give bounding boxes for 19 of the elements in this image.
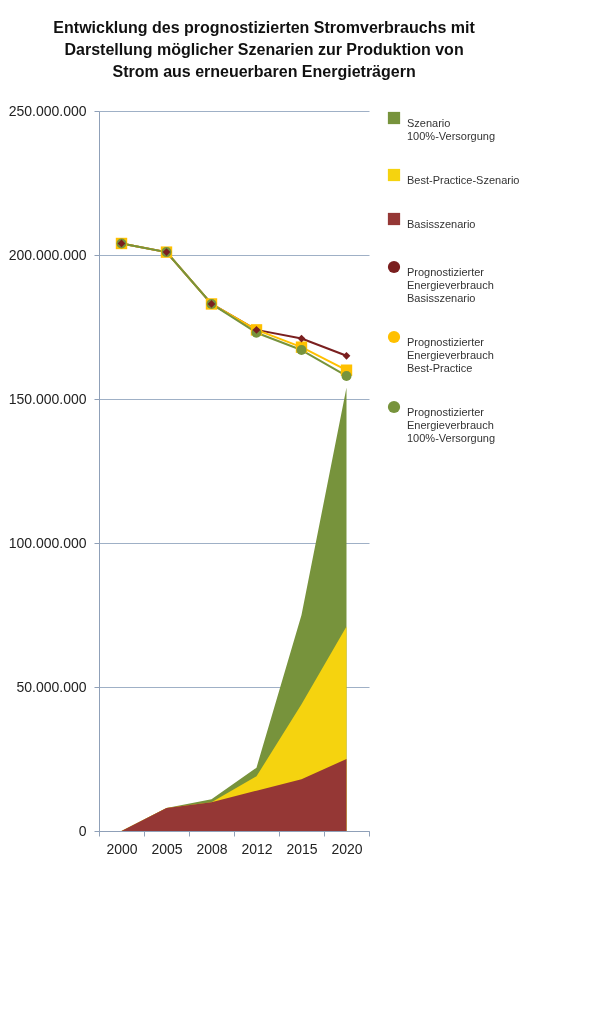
chart-title: Entwicklung des prognostizierten Stromverbrauchs mit Darstellung möglicher Szenarien zur Produktion von Strom aus erneuerbaren Energieträgern (53, 19, 476, 80)
legend-label: Best-Practice-Szenario (407, 174, 520, 186)
y-tick-label: 0 (78, 822, 87, 839)
y-tick-label: 100.000.000 (8, 534, 87, 551)
legend-label: Prognostizierter Energieverbrauch Best-Practice (407, 336, 494, 374)
x-tick-label: 2005 (151, 840, 183, 857)
x-tick-label: 2000 (106, 840, 138, 857)
legend-label: Prognostizierter Energieverbrauch 100%-Versorgung (407, 406, 496, 444)
legend-label: Basisszenario (407, 218, 476, 230)
y-tick-label: 50.000.000 (16, 678, 87, 695)
x-tick-label: 2008 (196, 840, 228, 857)
y-tick-label: 200.000.000 (8, 246, 87, 263)
x-tick-label: 2012 (241, 840, 273, 857)
y-tick-label: 250.000.000 (8, 102, 87, 119)
x-tick-label: 2020 (331, 840, 363, 857)
legend-label: Prognostizierter Energieverbrauch Basisszenario (407, 266, 494, 304)
x-tick-label: 2015 (286, 840, 318, 857)
legend-label: Szenario 100%-Versorgung (407, 117, 496, 142)
y-tick-label: 150.000.000 (8, 390, 87, 407)
